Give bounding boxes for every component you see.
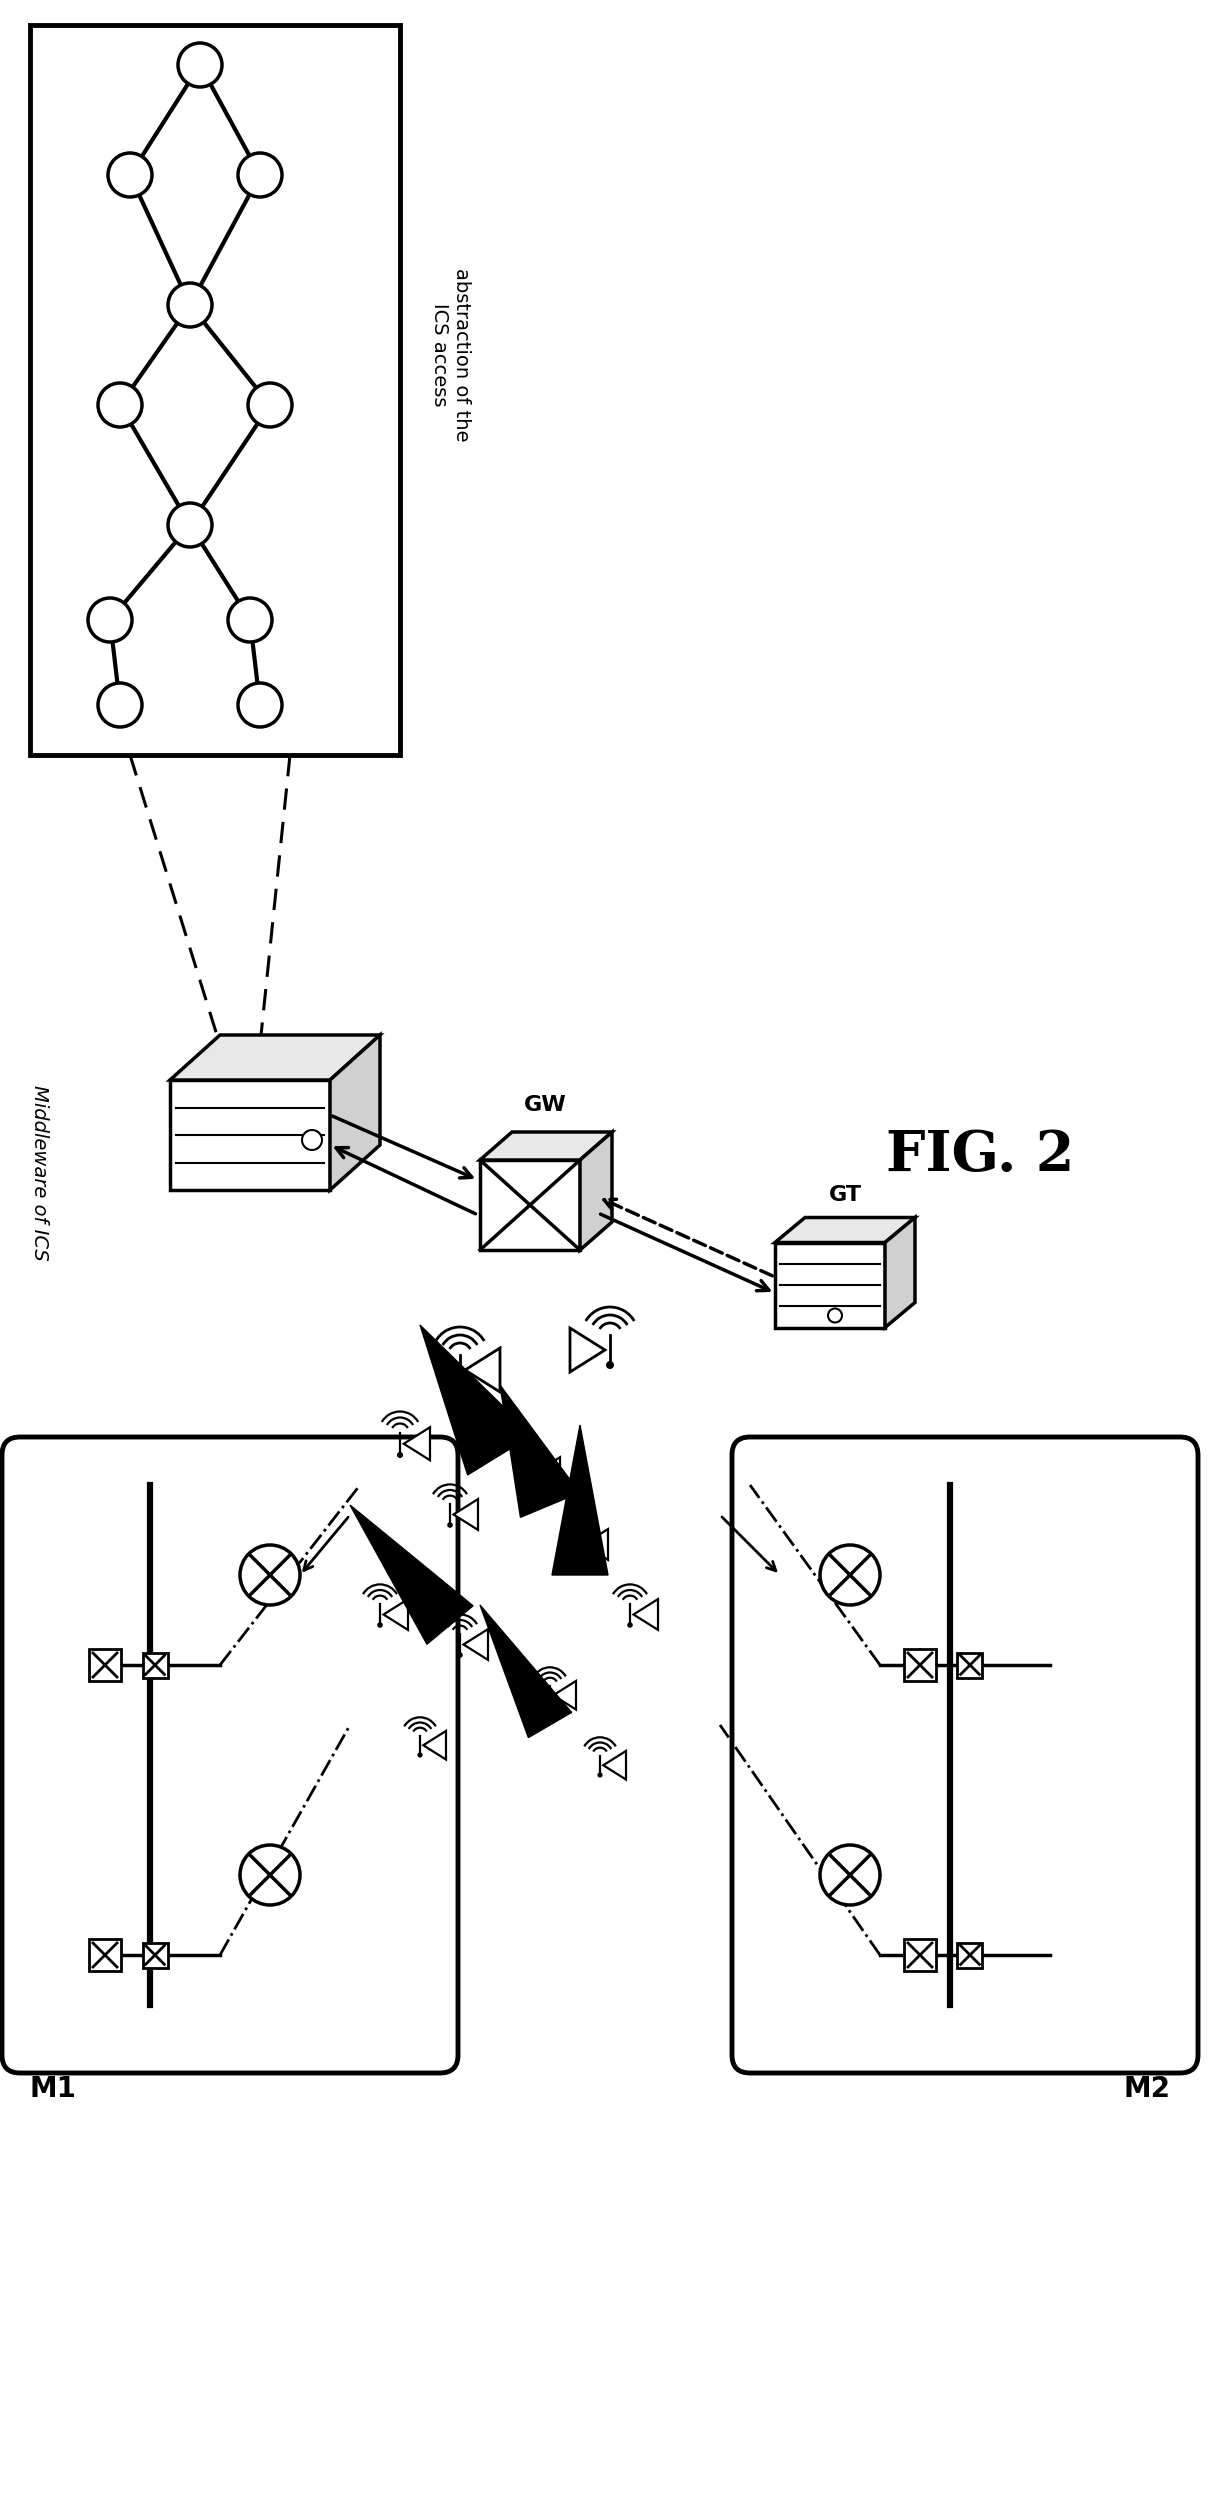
Text: M1: M1 [30, 2074, 77, 2104]
Circle shape [240, 1546, 300, 1606]
Circle shape [448, 1523, 453, 1528]
Polygon shape [350, 1506, 473, 1643]
Text: abstraction of the
ICS access: abstraction of the ICS access [430, 268, 471, 441]
Text: FIG. 2: FIG. 2 [886, 1127, 1074, 1182]
Polygon shape [30, 25, 401, 754]
Polygon shape [634, 1598, 658, 1631]
Polygon shape [604, 1751, 626, 1779]
Circle shape [820, 1846, 880, 1904]
Polygon shape [904, 1648, 937, 1681]
Circle shape [828, 1308, 842, 1323]
Circle shape [820, 1546, 880, 1606]
Polygon shape [90, 1939, 121, 1971]
FancyBboxPatch shape [732, 1438, 1198, 2074]
Circle shape [417, 1754, 422, 1759]
Polygon shape [552, 1425, 607, 1576]
Polygon shape [774, 1217, 915, 1242]
Circle shape [577, 1553, 583, 1558]
Circle shape [397, 1453, 403, 1458]
Circle shape [238, 153, 282, 198]
Polygon shape [90, 1648, 121, 1681]
Circle shape [302, 1130, 322, 1150]
Circle shape [98, 684, 142, 726]
Polygon shape [583, 1528, 607, 1561]
Circle shape [168, 504, 212, 546]
Polygon shape [169, 1080, 330, 1190]
Circle shape [547, 1703, 553, 1708]
Polygon shape [169, 1035, 380, 1080]
Polygon shape [580, 1132, 612, 1250]
Text: GT: GT [829, 1185, 862, 1205]
Polygon shape [957, 1941, 983, 1966]
Text: GW: GW [524, 1095, 566, 1115]
Polygon shape [534, 1458, 560, 1490]
Polygon shape [480, 1160, 580, 1250]
Text: M2: M2 [1123, 2074, 1170, 2104]
Polygon shape [424, 1731, 446, 1759]
FancyBboxPatch shape [2, 1438, 459, 2074]
Polygon shape [454, 1498, 478, 1531]
Circle shape [457, 1653, 462, 1658]
Polygon shape [330, 1035, 380, 1190]
Circle shape [598, 1774, 603, 1779]
Polygon shape [384, 1598, 408, 1631]
Circle shape [240, 1846, 300, 1904]
Polygon shape [463, 1628, 488, 1661]
Circle shape [178, 43, 221, 88]
Polygon shape [143, 1941, 167, 1966]
Circle shape [238, 684, 282, 726]
Polygon shape [420, 1325, 532, 1475]
Circle shape [168, 283, 212, 328]
Circle shape [627, 1623, 633, 1628]
Polygon shape [465, 1348, 500, 1393]
Polygon shape [480, 1132, 612, 1160]
Circle shape [108, 153, 152, 198]
Circle shape [378, 1623, 382, 1628]
Polygon shape [143, 1653, 167, 1678]
Polygon shape [570, 1328, 605, 1373]
Circle shape [227, 599, 272, 641]
Text: Middleware of ICS: Middleware of ICS [30, 1085, 48, 1260]
Polygon shape [904, 1939, 937, 1971]
Circle shape [456, 1380, 463, 1388]
Polygon shape [480, 1606, 571, 1738]
Polygon shape [957, 1653, 983, 1678]
Polygon shape [885, 1217, 915, 1328]
Polygon shape [553, 1681, 576, 1708]
Polygon shape [404, 1428, 430, 1460]
Circle shape [248, 383, 292, 426]
Polygon shape [774, 1242, 885, 1328]
Circle shape [606, 1360, 613, 1370]
Circle shape [528, 1483, 532, 1488]
Polygon shape [500, 1385, 580, 1518]
Circle shape [98, 383, 142, 426]
Circle shape [88, 599, 132, 641]
